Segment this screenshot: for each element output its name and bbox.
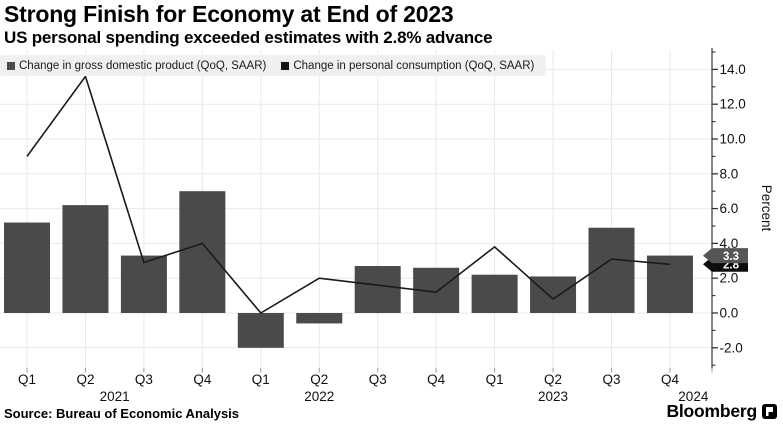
x-tick-label: Q2 bbox=[310, 372, 328, 387]
bloomberg-logo-icon bbox=[762, 404, 777, 419]
source-note: Source: Bureau of Economic Analysis bbox=[4, 406, 240, 421]
x-tick-label: Q4 bbox=[193, 372, 212, 387]
y-tick-label: 6.0 bbox=[720, 201, 739, 216]
x-tick-label: Q1 bbox=[486, 372, 504, 387]
gdp-bar bbox=[179, 191, 226, 313]
y-tick-label: 12.0 bbox=[720, 97, 746, 112]
legend-item-label: Change in personal consumption (QoQ, SAA… bbox=[293, 59, 535, 72]
y-tick-label: 2.0 bbox=[720, 271, 739, 286]
gdp-bar bbox=[354, 266, 401, 313]
legend-item: Change in gross domestic product (QoQ, S… bbox=[7, 60, 266, 72]
legend-item: Change in personal consumption (QoQ, SAA… bbox=[281, 60, 534, 72]
page-title: Strong Finish for Economy at End of 2023 bbox=[4, 1, 454, 27]
end-value-label: 3.3 bbox=[723, 251, 739, 263]
gdp-bar bbox=[530, 276, 577, 313]
gdp-bar bbox=[296, 313, 343, 324]
chart-subtitle: US personal spending exceeded estimates … bbox=[4, 28, 493, 47]
legend-marker-icon bbox=[281, 61, 290, 70]
x-tick-label: Q3 bbox=[135, 372, 153, 387]
legend-marker-icon bbox=[7, 61, 15, 70]
y-tick-label: 14.0 bbox=[720, 62, 746, 77]
x-tick-label: Q3 bbox=[369, 372, 387, 387]
x-tick-label: Q3 bbox=[602, 372, 620, 387]
year-label: 2023 bbox=[538, 389, 568, 404]
gdp-bar bbox=[120, 255, 167, 313]
gdp-bar bbox=[62, 205, 109, 313]
y-tick-label: 0.0 bbox=[720, 306, 739, 321]
gdp-bar bbox=[4, 222, 50, 313]
consumption-line bbox=[26, 74, 671, 315]
legend: Change in gross domestic product (QoQ, S… bbox=[0, 55, 546, 76]
y-tick-label: 4.0 bbox=[720, 236, 739, 251]
gdp-bar bbox=[646, 255, 693, 313]
x-tick-label: Q4 bbox=[661, 372, 680, 387]
y-axis-title: Percent bbox=[759, 185, 774, 232]
gdp-bar bbox=[237, 313, 284, 348]
gdp-bar bbox=[471, 274, 518, 313]
y-tick-label: 8.0 bbox=[720, 166, 739, 181]
year-label: 2024 bbox=[678, 389, 709, 404]
x-tick-label: Q1 bbox=[18, 372, 36, 387]
end-value-badge bbox=[703, 248, 748, 264]
brand: Bloomberg bbox=[666, 401, 777, 422]
year-label: 2021 bbox=[100, 389, 130, 404]
year-label: 2022 bbox=[304, 389, 334, 404]
legend-item-label: Change in gross domestic product (QoQ, S… bbox=[19, 59, 267, 72]
x-tick-label: Q2 bbox=[544, 372, 562, 387]
y-tick-label: -2.0 bbox=[720, 340, 743, 355]
x-tick-label: Q2 bbox=[76, 372, 94, 387]
brand-name: Bloomberg bbox=[666, 401, 757, 421]
x-tick-label: Q1 bbox=[252, 372, 270, 387]
x-tick-label: Q4 bbox=[427, 372, 446, 387]
y-tick-label: 10.0 bbox=[720, 132, 746, 147]
